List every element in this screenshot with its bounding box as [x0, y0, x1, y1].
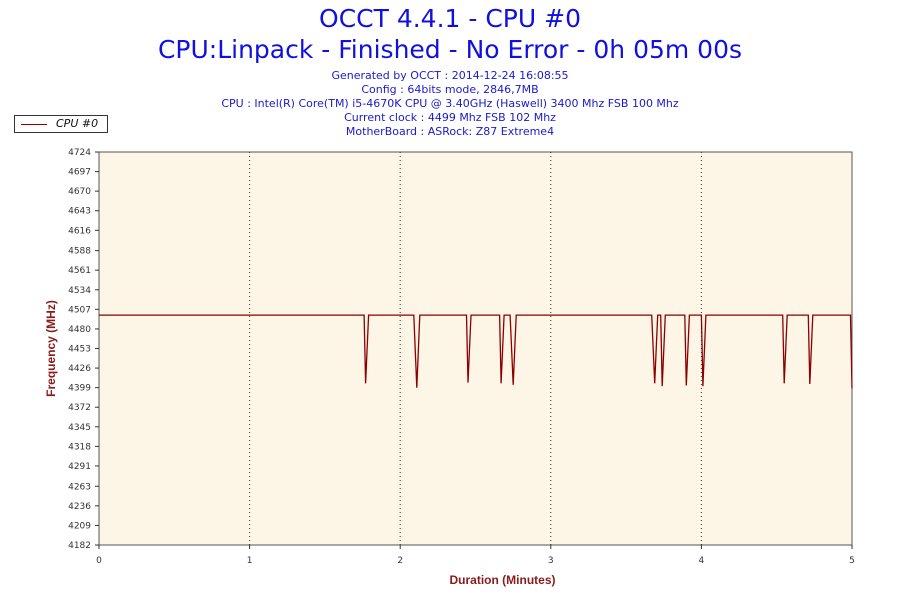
info-motherboard: MotherBoard : ASRock: Z87 Extreme4: [345, 125, 555, 138]
y-tick-label: 4182: [68, 541, 91, 551]
y-tick-label: 4616: [68, 226, 91, 236]
series-line-cpu0: [99, 314, 853, 389]
x-tick-label: 2: [397, 556, 403, 566]
chart-subtitle: CPU:Linpack - Finished - No Error - 0h 0…: [157, 35, 743, 64]
y-tick-label: 4670: [68, 187, 91, 197]
x-tick-label: 4: [699, 556, 705, 566]
y-tick-label: 4507: [68, 305, 91, 315]
y-tick-label: 4236: [68, 502, 91, 512]
y-tick-label: 4724: [68, 148, 91, 158]
y-tick-label: 4453: [68, 345, 91, 355]
y-tick-label: 4426: [68, 364, 91, 374]
info-current-clock: Current clock : 4499 Mhz FSB 102 Mhz: [344, 111, 556, 124]
x-tick-label: 5: [849, 556, 855, 566]
chart-title: OCCT 4.4.1 - CPU #0: [319, 4, 581, 33]
x-tick-label: 0: [96, 556, 102, 566]
y-tick-label: 4697: [68, 168, 91, 178]
chart-legend: CPU #0: [14, 115, 108, 133]
y-axis-title: Frequency (MHz): [44, 300, 58, 397]
y-tick-label: 4561: [68, 266, 91, 276]
legend-label: CPU #0: [56, 117, 99, 130]
y-tick-label: 4372: [68, 403, 91, 413]
y-tick-label: 4588: [68, 247, 91, 257]
plot-area: [98, 151, 853, 546]
y-tick-label: 4345: [68, 423, 91, 433]
y-tick-label: 4291: [68, 462, 91, 472]
info-cpu: CPU : Intel(R) Core(TM) i5-4670K CPU @ 3…: [221, 97, 679, 110]
x-tick-label: 3: [548, 556, 554, 566]
info-config: Config : 64bits mode, 2846,7MB: [361, 83, 539, 96]
y-tick-label: 4399: [68, 384, 91, 394]
legend-line-swatch: [21, 124, 47, 125]
y-tick-label: 4209: [68, 521, 91, 531]
y-tick-label: 4263: [68, 482, 91, 492]
y-tick-label: 4480: [68, 325, 91, 335]
y-tick-label: 4534: [68, 286, 91, 296]
x-axis-title: Duration (Minutes): [450, 573, 556, 587]
y-tick-label: 4318: [68, 442, 91, 452]
x-tick-label: 1: [247, 556, 253, 566]
y-tick-label: 4643: [68, 207, 91, 217]
info-generated: Generated by OCCT : 2014-12-24 16:08:55: [331, 69, 569, 82]
